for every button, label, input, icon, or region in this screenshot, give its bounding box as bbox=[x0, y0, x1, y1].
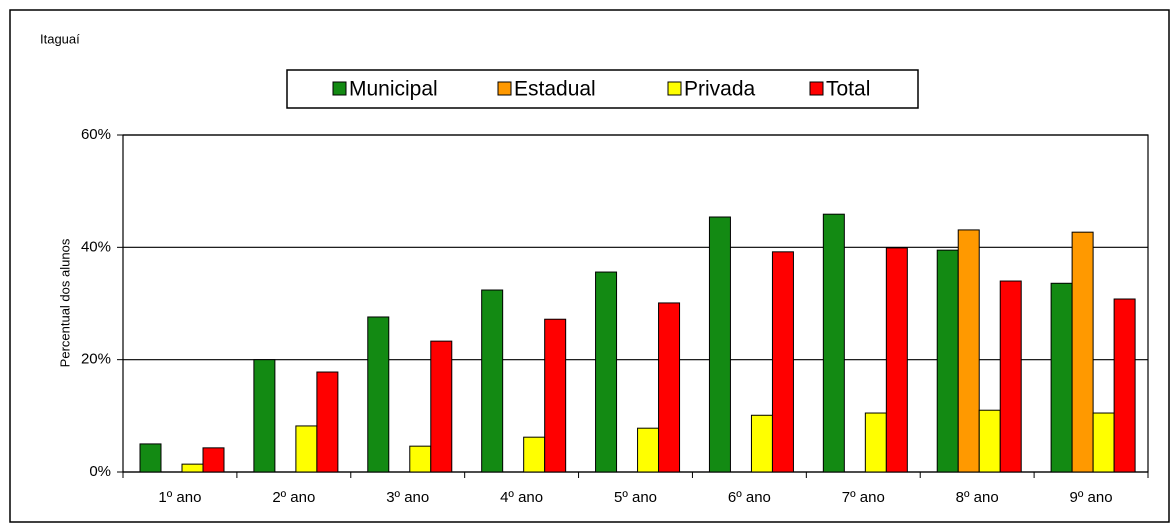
x-tick-label: 6º ano bbox=[728, 489, 771, 506]
legend-swatch bbox=[667, 81, 682, 96]
bar bbox=[409, 445, 432, 473]
bar bbox=[771, 251, 794, 473]
bar bbox=[978, 409, 1001, 473]
x-tick-label: 8º ano bbox=[956, 489, 999, 506]
bar bbox=[523, 436, 546, 473]
bar bbox=[430, 340, 453, 473]
bar bbox=[139, 443, 162, 473]
legend-label: Total bbox=[826, 78, 870, 101]
y-axis-label: Percentual dos alunos bbox=[57, 238, 72, 367]
bar bbox=[253, 359, 276, 473]
bar bbox=[1092, 412, 1115, 473]
y-tick-label: 40% bbox=[81, 238, 111, 255]
plot-area bbox=[122, 134, 1149, 473]
bar bbox=[1050, 282, 1073, 473]
bar bbox=[885, 247, 908, 473]
legend-label: Privada bbox=[684, 78, 756, 101]
bar bbox=[957, 229, 980, 473]
x-tick-label: 2º ano bbox=[272, 489, 315, 506]
bar bbox=[999, 280, 1022, 473]
chart-frame bbox=[9, 9, 1170, 523]
bar bbox=[1071, 231, 1094, 473]
bar bbox=[367, 316, 390, 473]
x-tick-label: 9º ano bbox=[1070, 489, 1113, 506]
x-tick-label: 4º ano bbox=[500, 489, 543, 506]
bar bbox=[708, 216, 731, 473]
y-tick-label: 0% bbox=[89, 463, 111, 480]
bar bbox=[750, 414, 773, 473]
bar bbox=[544, 318, 567, 473]
bar bbox=[481, 289, 504, 473]
x-tick-label: 1º ano bbox=[158, 489, 201, 506]
bar bbox=[202, 447, 225, 473]
bar bbox=[864, 412, 887, 473]
chart-subtitle: Itaguaí bbox=[40, 31, 80, 46]
legend-swatch bbox=[332, 81, 347, 96]
bar bbox=[316, 371, 339, 473]
legend-label: Municipal bbox=[349, 78, 438, 101]
y-tick-label: 20% bbox=[81, 351, 111, 368]
bar bbox=[637, 427, 660, 473]
bar bbox=[181, 463, 204, 473]
x-tick-label: 5º ano bbox=[614, 489, 657, 506]
y-tick-label: 60% bbox=[81, 126, 111, 143]
legend-label: Estadual bbox=[514, 78, 596, 101]
legend-swatch bbox=[497, 81, 512, 96]
bar bbox=[295, 425, 318, 473]
x-tick-label: 3º ano bbox=[386, 489, 429, 506]
bar bbox=[936, 249, 959, 473]
bar bbox=[595, 271, 618, 473]
bar bbox=[658, 302, 681, 473]
x-tick-label: 7º ano bbox=[842, 489, 885, 506]
bar bbox=[822, 213, 845, 473]
bar bbox=[1113, 298, 1136, 473]
legend-swatch bbox=[809, 81, 824, 96]
